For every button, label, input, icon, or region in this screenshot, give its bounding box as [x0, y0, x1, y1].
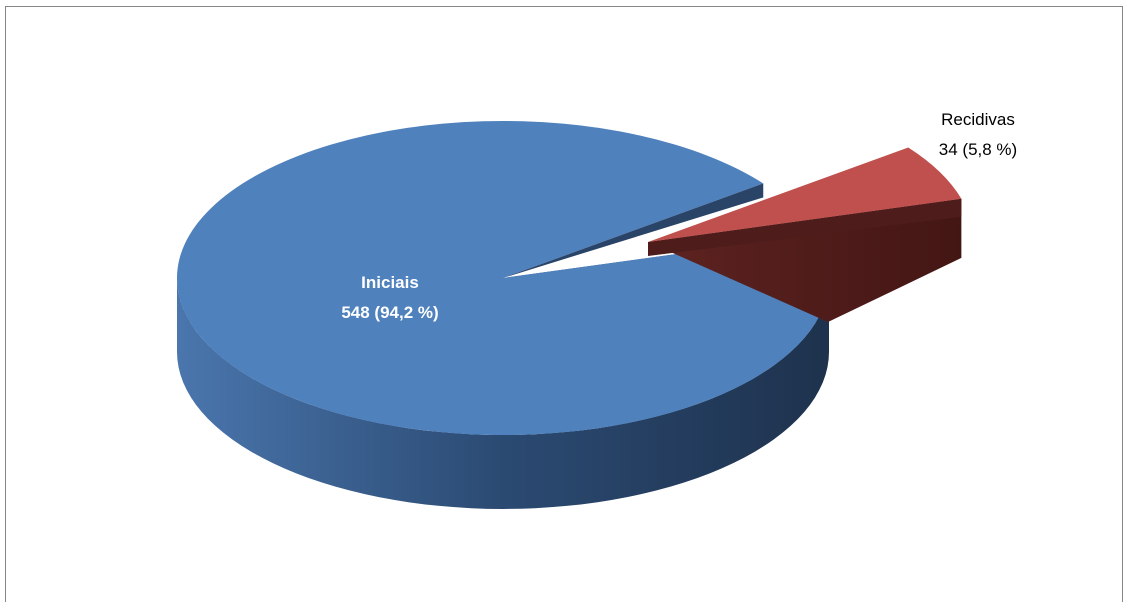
label-recidivas-name: Recidivas — [941, 110, 1015, 129]
slice-recidivas-side — [648, 198, 962, 322]
label-iniciais-value: 548 (94,2 %) — [341, 303, 438, 322]
slice-recidivas-top — [648, 147, 962, 242]
slice-recidivas — [648, 147, 962, 322]
label-recidivas-value: 34 (5,8 %) — [939, 140, 1017, 159]
slice-recidivas-cut-face — [648, 198, 962, 256]
slice-iniciais — [177, 121, 830, 509]
slice-iniciais-top — [177, 121, 830, 436]
slice-iniciais-side — [177, 278, 829, 509]
slice-iniciais-cut-face-end — [503, 183, 764, 278]
label-iniciais-name: Iniciais — [361, 273, 419, 292]
